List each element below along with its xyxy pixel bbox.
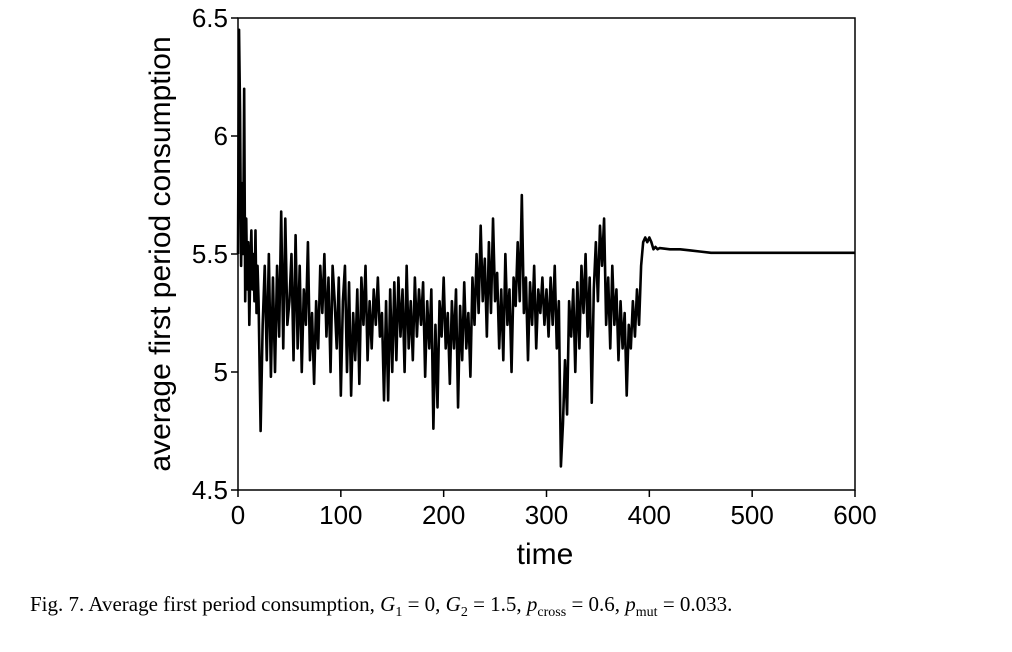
caption-g1-value: = 0, xyxy=(402,592,446,616)
series-line xyxy=(236,28,855,468)
x-tick-label: 200 xyxy=(422,500,465,530)
caption-pmut-sub: mut xyxy=(635,605,658,621)
caption-g1-sub: 1 xyxy=(395,605,403,621)
x-tick-label: 100 xyxy=(319,500,362,530)
y-axis-title: average first period consumption xyxy=(144,36,177,471)
caption-pmut-value: = 0.033. xyxy=(657,592,733,616)
y-tick-label: 4.5 xyxy=(192,475,228,505)
x-tick-label: 300 xyxy=(525,500,568,530)
caption-pcross-sub: cross xyxy=(537,605,567,621)
chart: 0 100 200 300 400 500 600 4.5 5 5.5 6 6.5 time ave… xyxy=(144,3,877,571)
x-tick-label: 500 xyxy=(730,500,773,530)
y-tick-label: 6.5 xyxy=(192,3,228,33)
caption-g2-label: G xyxy=(445,592,461,616)
x-axis-title: time xyxy=(517,538,574,571)
caption-pmut-label: p xyxy=(625,592,636,616)
caption-g2-sub: 2 xyxy=(460,605,468,621)
y-tick-label: 6 xyxy=(214,121,228,151)
caption-pcross-label: p xyxy=(526,592,538,616)
y-tick-label: 5 xyxy=(214,357,228,387)
y-axis: 4.5 5 5.5 6 6.5 xyxy=(192,3,238,505)
caption-pcross-value: = 0.6, xyxy=(566,592,626,616)
x-tick-label: 600 xyxy=(833,500,876,530)
x-tick-label: 0 xyxy=(231,500,245,530)
x-tick-label: 400 xyxy=(628,500,671,530)
x-axis: 0 100 200 300 400 500 600 xyxy=(231,490,877,530)
y-tick-label: 5.5 xyxy=(192,239,228,269)
caption-g1-label: G xyxy=(380,592,396,616)
caption-g2-value: = 1.5, xyxy=(467,592,527,616)
plot-area xyxy=(236,17,856,491)
figure-caption: Fig. 7. Average first period consumption… xyxy=(30,592,1000,621)
caption-lead: Fig. 7. Average first period consumption… xyxy=(30,592,381,616)
